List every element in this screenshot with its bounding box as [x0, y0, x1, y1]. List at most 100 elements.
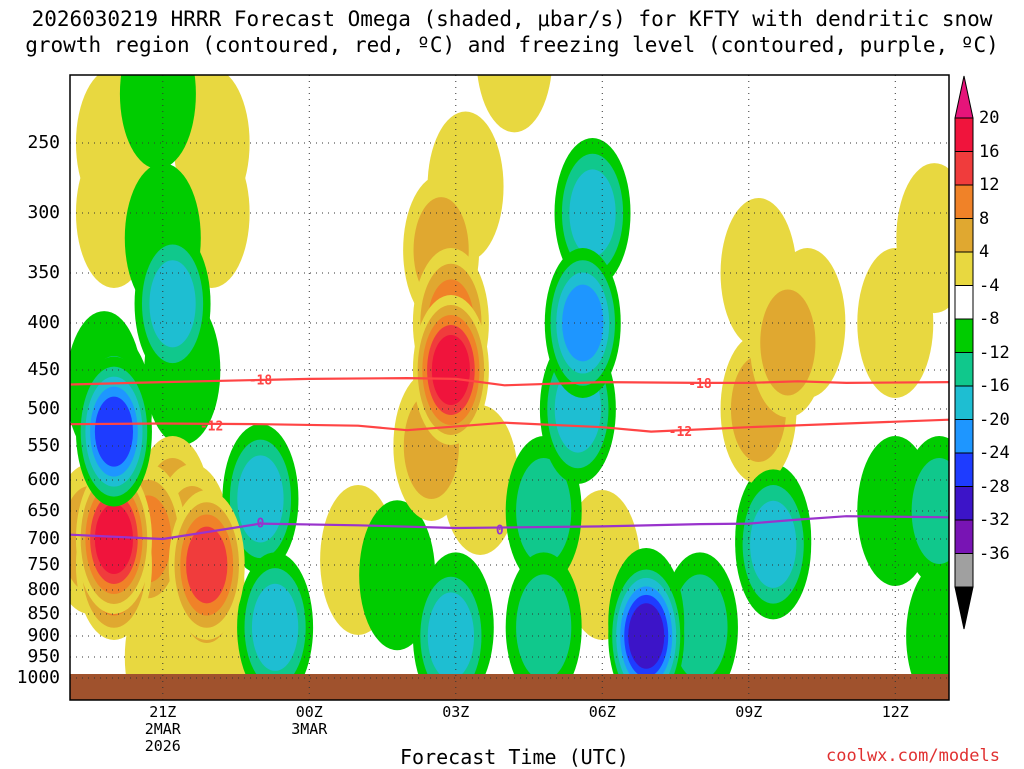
- omega-cell-19-level--4: [906, 561, 949, 700]
- omega-cell-12-level-4: [896, 163, 949, 314]
- omega-cell-46-level--12: [427, 592, 475, 680]
- colorbar-swatch-6: [954, 318, 974, 353]
- colorbar-swatch-1: [954, 151, 974, 186]
- title-line-1: 2026030219 HRRR Forecast Omega (shaded, …: [31, 7, 993, 31]
- omega-cell-9-level-4: [477, 75, 552, 133]
- colorbar-tick--36: -36: [979, 543, 1010, 564]
- omega-cell-43-level--12: [750, 500, 797, 588]
- x-tick-09Z: 09Z: [714, 704, 784, 721]
- contour-label-5: 0: [496, 524, 504, 539]
- omega-cell-48-level-16: [186, 526, 228, 604]
- y-tick-300: 300: [27, 202, 60, 223]
- x-tick-line-0: 06Z: [588, 703, 616, 721]
- chart-title: 2026030219 HRRR Forecast Omega (shaded, …: [0, 6, 1024, 58]
- x-tick-line-0: 09Z: [735, 703, 763, 721]
- y-tick-500: 500: [27, 398, 60, 419]
- x-tick-21Z: 21Z 2MAR 2026: [128, 704, 198, 755]
- colorbar-tick--8: -8: [979, 309, 1000, 329]
- y-tick-650: 650: [27, 500, 60, 521]
- y-tick-600: 600: [27, 469, 60, 490]
- colorbar-swatch-13: [954, 553, 974, 588]
- colorbar-swatch-5: [954, 285, 974, 320]
- colorbar-tick-8: 8: [979, 208, 990, 229]
- omega-cell-24-level--8: [672, 574, 728, 681]
- x-tick-12Z: 12Z: [860, 704, 930, 721]
- x-tick-00Z: 00Z 3MAR: [274, 704, 344, 738]
- colorbar-swatch-12: [954, 519, 974, 554]
- colorbar-tick--12: -12: [979, 342, 1010, 363]
- y-tick-400: 400: [27, 312, 60, 333]
- colorbar-swatch-4: [954, 251, 974, 286]
- contour-label-4: 0: [257, 516, 265, 531]
- colorbar-bottom-arrow: [954, 586, 974, 630]
- contour-label-3: -12: [669, 425, 692, 440]
- ground-surface: [70, 674, 949, 700]
- contour-label-1: -18: [688, 377, 712, 392]
- y-tick-950: 950: [27, 646, 60, 667]
- omega-cell-37-level--12: [149, 260, 196, 348]
- x-tick-line-0: 12Z: [881, 703, 909, 721]
- y-tick-750: 750: [27, 554, 60, 575]
- colorbar-top-arrow: [954, 75, 974, 119]
- colorbar-tick--32: -32: [979, 510, 1010, 530]
- colorbar: [954, 75, 974, 630]
- colorbar-swatch-7: [954, 352, 974, 387]
- temperature-contours: [70, 376, 949, 541]
- omega-cell-30-level--8: [516, 458, 572, 564]
- omega-shading: [70, 75, 949, 700]
- title-line-2: growth region (contoured, red, ºC) and f…: [25, 33, 999, 57]
- y-tick-700: 700: [27, 528, 60, 549]
- colorbar-tick-20: 20: [979, 108, 1000, 128]
- x-tick-line-0: 00Z: [295, 703, 323, 721]
- colorbar-swatch-8: [954, 385, 974, 420]
- omega-cell-47-level--16: [562, 284, 604, 362]
- colorbar-tick--16: -16: [979, 376, 1010, 396]
- omega-cell-51-level-20: [431, 335, 470, 405]
- contour-labels: -18 -18 -12 -12 0 0: [200, 374, 712, 539]
- credit-link[interactable]: coolwx.com/models: [826, 746, 1000, 766]
- x-tick-03Z: 03Z: [421, 704, 491, 721]
- plot-frame: [69, 74, 950, 701]
- colorbar-swatch-2: [954, 184, 974, 219]
- colorbar-tick--28: -28: [979, 476, 1010, 497]
- omega-cell-52-level--20: [94, 396, 134, 467]
- x-tick-line-0: 21Z: [149, 703, 177, 721]
- y-tick-900: 900: [27, 625, 60, 646]
- omega-cell-38-level--12: [237, 455, 284, 543]
- x-tick-06Z: 06Z: [567, 704, 637, 721]
- x-tick-line-1: 3MAR: [291, 720, 328, 738]
- y-tick-1000: 1000: [16, 667, 60, 688]
- contour-line-0: [70, 376, 949, 387]
- colorbar-tick--4: -4: [979, 275, 1000, 296]
- colorbar-tick--24: -24: [979, 443, 1010, 463]
- colorbar-swatch-9: [954, 419, 974, 454]
- y-tick-250: 250: [27, 132, 60, 153]
- omega-cell-31-level--8: [516, 574, 572, 681]
- contour-line-4: [70, 515, 949, 541]
- contour-line-2: [70, 418, 949, 433]
- x-tick-line-1: 2MAR: [144, 720, 181, 738]
- colorbar-swatch-11: [954, 486, 974, 521]
- y-tick-800: 800: [27, 579, 60, 600]
- x-axis-label: Forecast Time (UTC): [400, 745, 629, 769]
- colorbar-tick-4: 4: [979, 242, 990, 262]
- colorbar-swatch-10: [954, 452, 974, 487]
- omega-cell-6-level--4: [119, 75, 196, 169]
- x-tick-line-0: 03Z: [442, 703, 470, 721]
- colorbar-swatch-0: [954, 117, 974, 152]
- y-tick-350: 350: [27, 262, 60, 283]
- omega-cell-39-level--12: [251, 583, 299, 671]
- colorbar-tick-16: 16: [979, 141, 1000, 162]
- omega-cell-36-level-8: [760, 289, 816, 396]
- y-tick-550: 550: [27, 435, 60, 456]
- colorbar-swatch-3: [954, 218, 974, 253]
- colorbar-tick-12: 12: [979, 175, 1000, 195]
- grid-lines: [70, 75, 949, 700]
- omega-cell-50-level-20: [94, 504, 134, 574]
- omega-cell-26-level--8: [911, 458, 949, 564]
- contour-label-2: -12: [200, 420, 223, 435]
- x-tick-line-2: 2026: [144, 737, 181, 755]
- y-tick-450: 450: [27, 359, 60, 380]
- y-tick-850: 850: [27, 603, 60, 624]
